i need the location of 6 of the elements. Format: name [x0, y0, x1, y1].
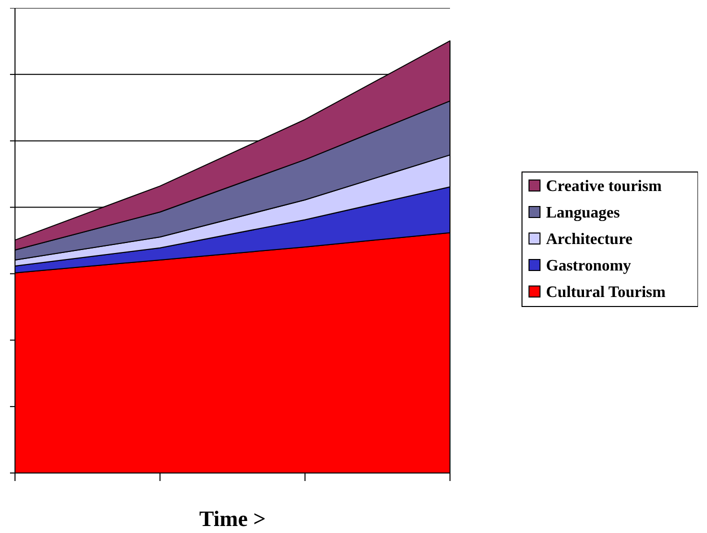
legend-label: Gastronomy — [546, 258, 632, 274]
legend-label: Cultural Tourism — [546, 284, 666, 301]
x-axis-title: Time > — [199, 506, 266, 531]
legend-label: Architecture — [546, 231, 632, 248]
legend-label: Creative tourism — [546, 178, 662, 195]
legend-label: Languages — [546, 204, 620, 222]
